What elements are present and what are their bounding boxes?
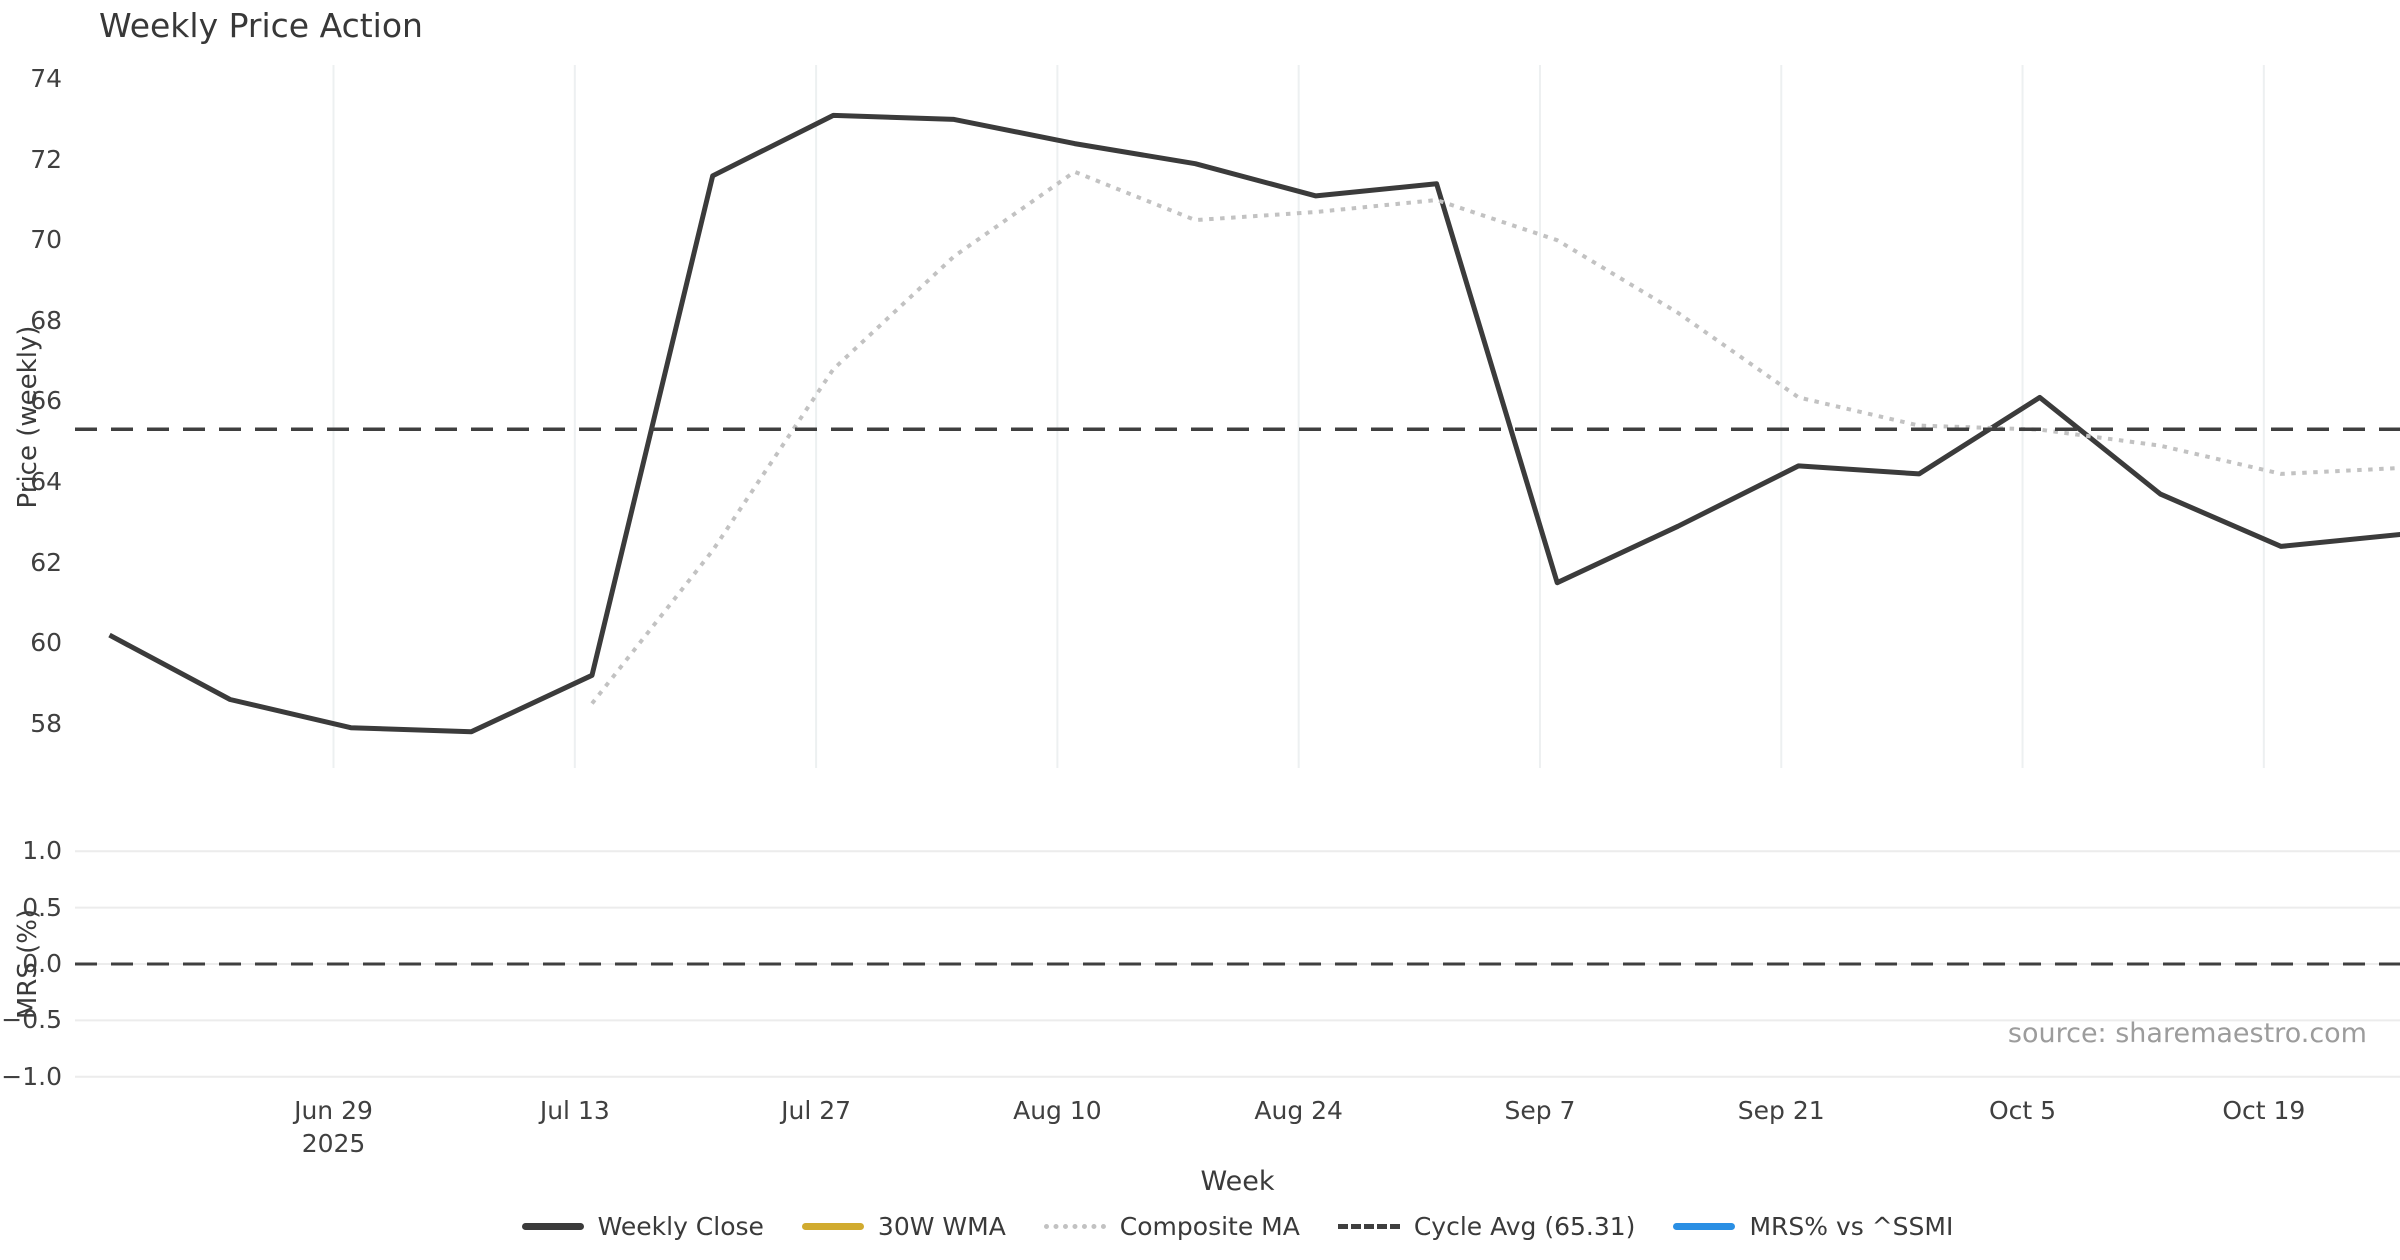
mrs-line-swatch [1673,1223,1736,1230]
wma-line-swatch [801,1223,864,1230]
legend-label: Weekly Close [597,1212,764,1241]
y-tick-label: 58 [30,708,62,738]
y-tick-label: 68 [30,305,62,335]
legend-item-30w-wma: 30W WMA [801,1212,1006,1241]
legend-label: 30W WMA [877,1212,1006,1241]
x-tick-label: Jul 27 [781,1096,852,1125]
y-tick-label: 64 [30,466,62,496]
legend-item-mrs: MRS% vs ^SSMI [1673,1212,1953,1241]
y-tick-label: 74 [30,64,62,94]
y-tick-label: 72 [30,144,62,174]
legend-label: Cycle Avg (65.31) [1413,1212,1636,1241]
source-attribution: source: sharemaestro.com [2007,1018,2367,1049]
x-tick-label: Sep 21 [1737,1096,1825,1125]
y-tick-label: 70 [30,225,62,255]
x-tick-label: Oct 19 [2222,1096,2306,1125]
y-tick-label: 0.0 [22,949,62,978]
x-tick-label: Aug 10 [1013,1096,1102,1125]
legend-item-cycle-avg: Cycle Avg (65.31) [1337,1212,1636,1241]
y-tick-label: 1.0 [22,836,62,866]
legend-item-composite-ma: Composite MA [1043,1212,1300,1241]
x-tick-label: Oct 5 [1989,1096,2057,1125]
legend-item-weekly-close: Weekly Close [521,1212,764,1241]
legend-label: Composite MA [1119,1212,1300,1241]
x-tick-label: Jul 13 [539,1096,610,1125]
weekly-close-line-swatch [521,1223,584,1230]
x-tick-label: Aug 24 [1254,1096,1343,1125]
composite-ma-line-swatch [1043,1224,1106,1229]
x-axis-label: Week [1200,1166,1275,1197]
chart-title: Weekly Price Action [99,6,423,45]
legend-label: MRS% vs ^SSMI [1749,1212,1954,1241]
y-tick-label: 66 [30,386,62,416]
y-tick-label: −0.5 [1,1005,62,1035]
y-tick-label: 0.5 [22,892,62,922]
y-tick-label: −1.0 [1,1061,62,1091]
y-tick-label: 62 [30,547,62,577]
cycle-avg-line-swatch [1337,1224,1400,1229]
x-tick-label: Jun 29 2025 [294,1096,373,1158]
y-tick-label: 60 [30,628,62,658]
x-tick-label: Sep 7 [1504,1096,1576,1125]
legend: Weekly Close 30W WMA Composite MA Cycle … [75,1212,2400,1241]
